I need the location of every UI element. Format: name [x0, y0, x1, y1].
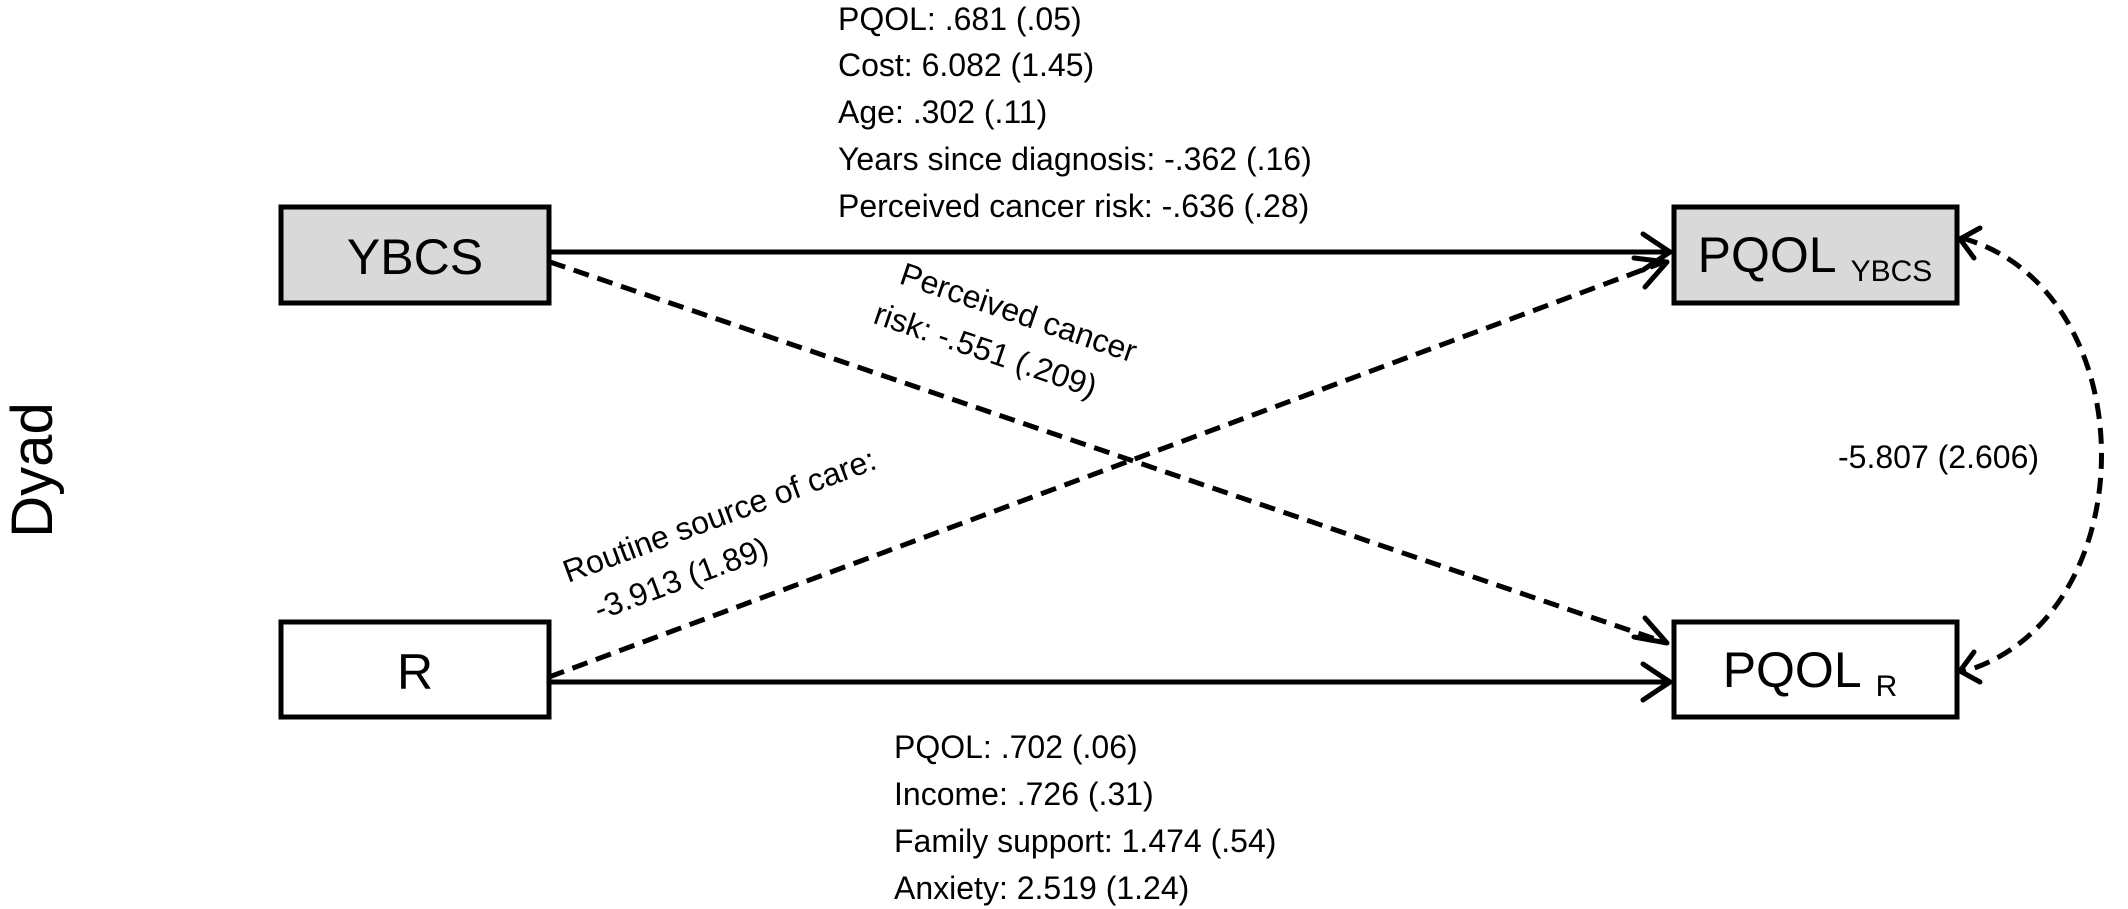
arrowhead-icon — [1640, 661, 1673, 703]
annotation-line: Perceived cancer risk: -.636 (.28) — [838, 188, 1309, 224]
annotation-line: Anxiety: 2.519 (1.24) — [894, 870, 1189, 906]
node-pqol-r-subscript: R — [1876, 670, 1898, 703]
node-r-label: R — [397, 644, 433, 700]
path-r-to-pqol-r — [549, 661, 1673, 703]
annotation-line: Income: .726 (.31) — [894, 776, 1154, 812]
arrowhead-icon — [1631, 615, 1670, 646]
path-ybcs-to-pqol-ybcs — [406, 231, 1673, 273]
annotation-r-to-pqol-ybcs: Routine source of care: -3.913 (1.89) — [558, 441, 881, 627]
annotation-ybcs-path: PQOL: .681 (.05) Cost: 6.082 (1.45) Age:… — [838, 1, 1312, 224]
node-pqol-r: PQOL R — [1671, 619, 1960, 720]
node-r: R — [278, 619, 552, 720]
arrowhead-icon — [1957, 649, 1983, 685]
annotation-covariance: -5.807 (2.606) — [1838, 439, 2039, 475]
path-ybcs-to-pqol-r — [549, 259, 1670, 646]
annotation-ybcs-to-pqol-r: Perceived cancer risk: -.551 (.209) — [870, 256, 1142, 405]
annotation-r-path: PQOL: .702 (.06) Income: .726 (.31) Fami… — [894, 729, 1276, 906]
covariance-arc — [1957, 225, 2104, 685]
arrowhead-icon — [1631, 255, 1670, 290]
node-pqol-ybcs-label: PQOL — [1698, 227, 1837, 283]
path-r-to-pqol-ybcs — [548, 255, 1670, 680]
node-ybcs: YBCS — [278, 204, 552, 306]
node-pqol-r-label: PQOL — [1723, 642, 1862, 698]
annotation-line: Cost: 6.082 (1.45) — [838, 47, 1094, 83]
annotation-line: PQOL: .681 (.05) — [838, 1, 1082, 37]
side-label-dyad: Dyad — [0, 402, 65, 537]
arrowhead-icon — [1957, 225, 1983, 261]
annotation-line: Age: .302 (.11) — [838, 94, 1047, 130]
annotation-line: Family support: 1.474 (.54) — [894, 823, 1276, 859]
node-pqol-ybcs: PQOL YBCS — [1671, 204, 1960, 306]
node-ybcs-label: YBCS — [347, 229, 483, 285]
annotation-line: PQOL: .702 (.06) — [894, 729, 1138, 765]
annotation-line: Years since diagnosis: -.362 (.16) — [838, 141, 1312, 177]
node-pqol-ybcs-subscript: YBCS — [1851, 255, 1933, 288]
